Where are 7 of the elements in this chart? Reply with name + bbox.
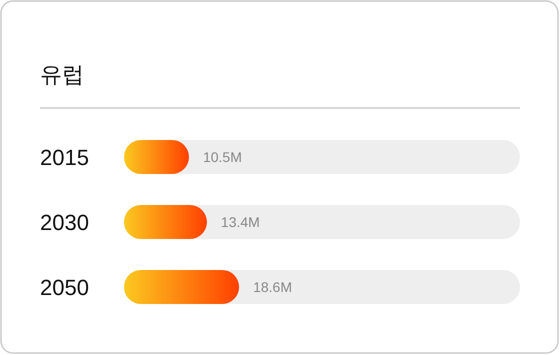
y-tick-label: 2050 — [40, 275, 89, 300]
data-label: 13.4M — [220, 214, 260, 230]
y-tick-label: 2030 — [40, 210, 89, 235]
y-tick-label: 2015 — [40, 145, 89, 170]
data-label: 10.5M — [202, 149, 242, 165]
data-label: 18.6M — [253, 279, 292, 295]
chart-title: 유럽 — [40, 62, 84, 87]
